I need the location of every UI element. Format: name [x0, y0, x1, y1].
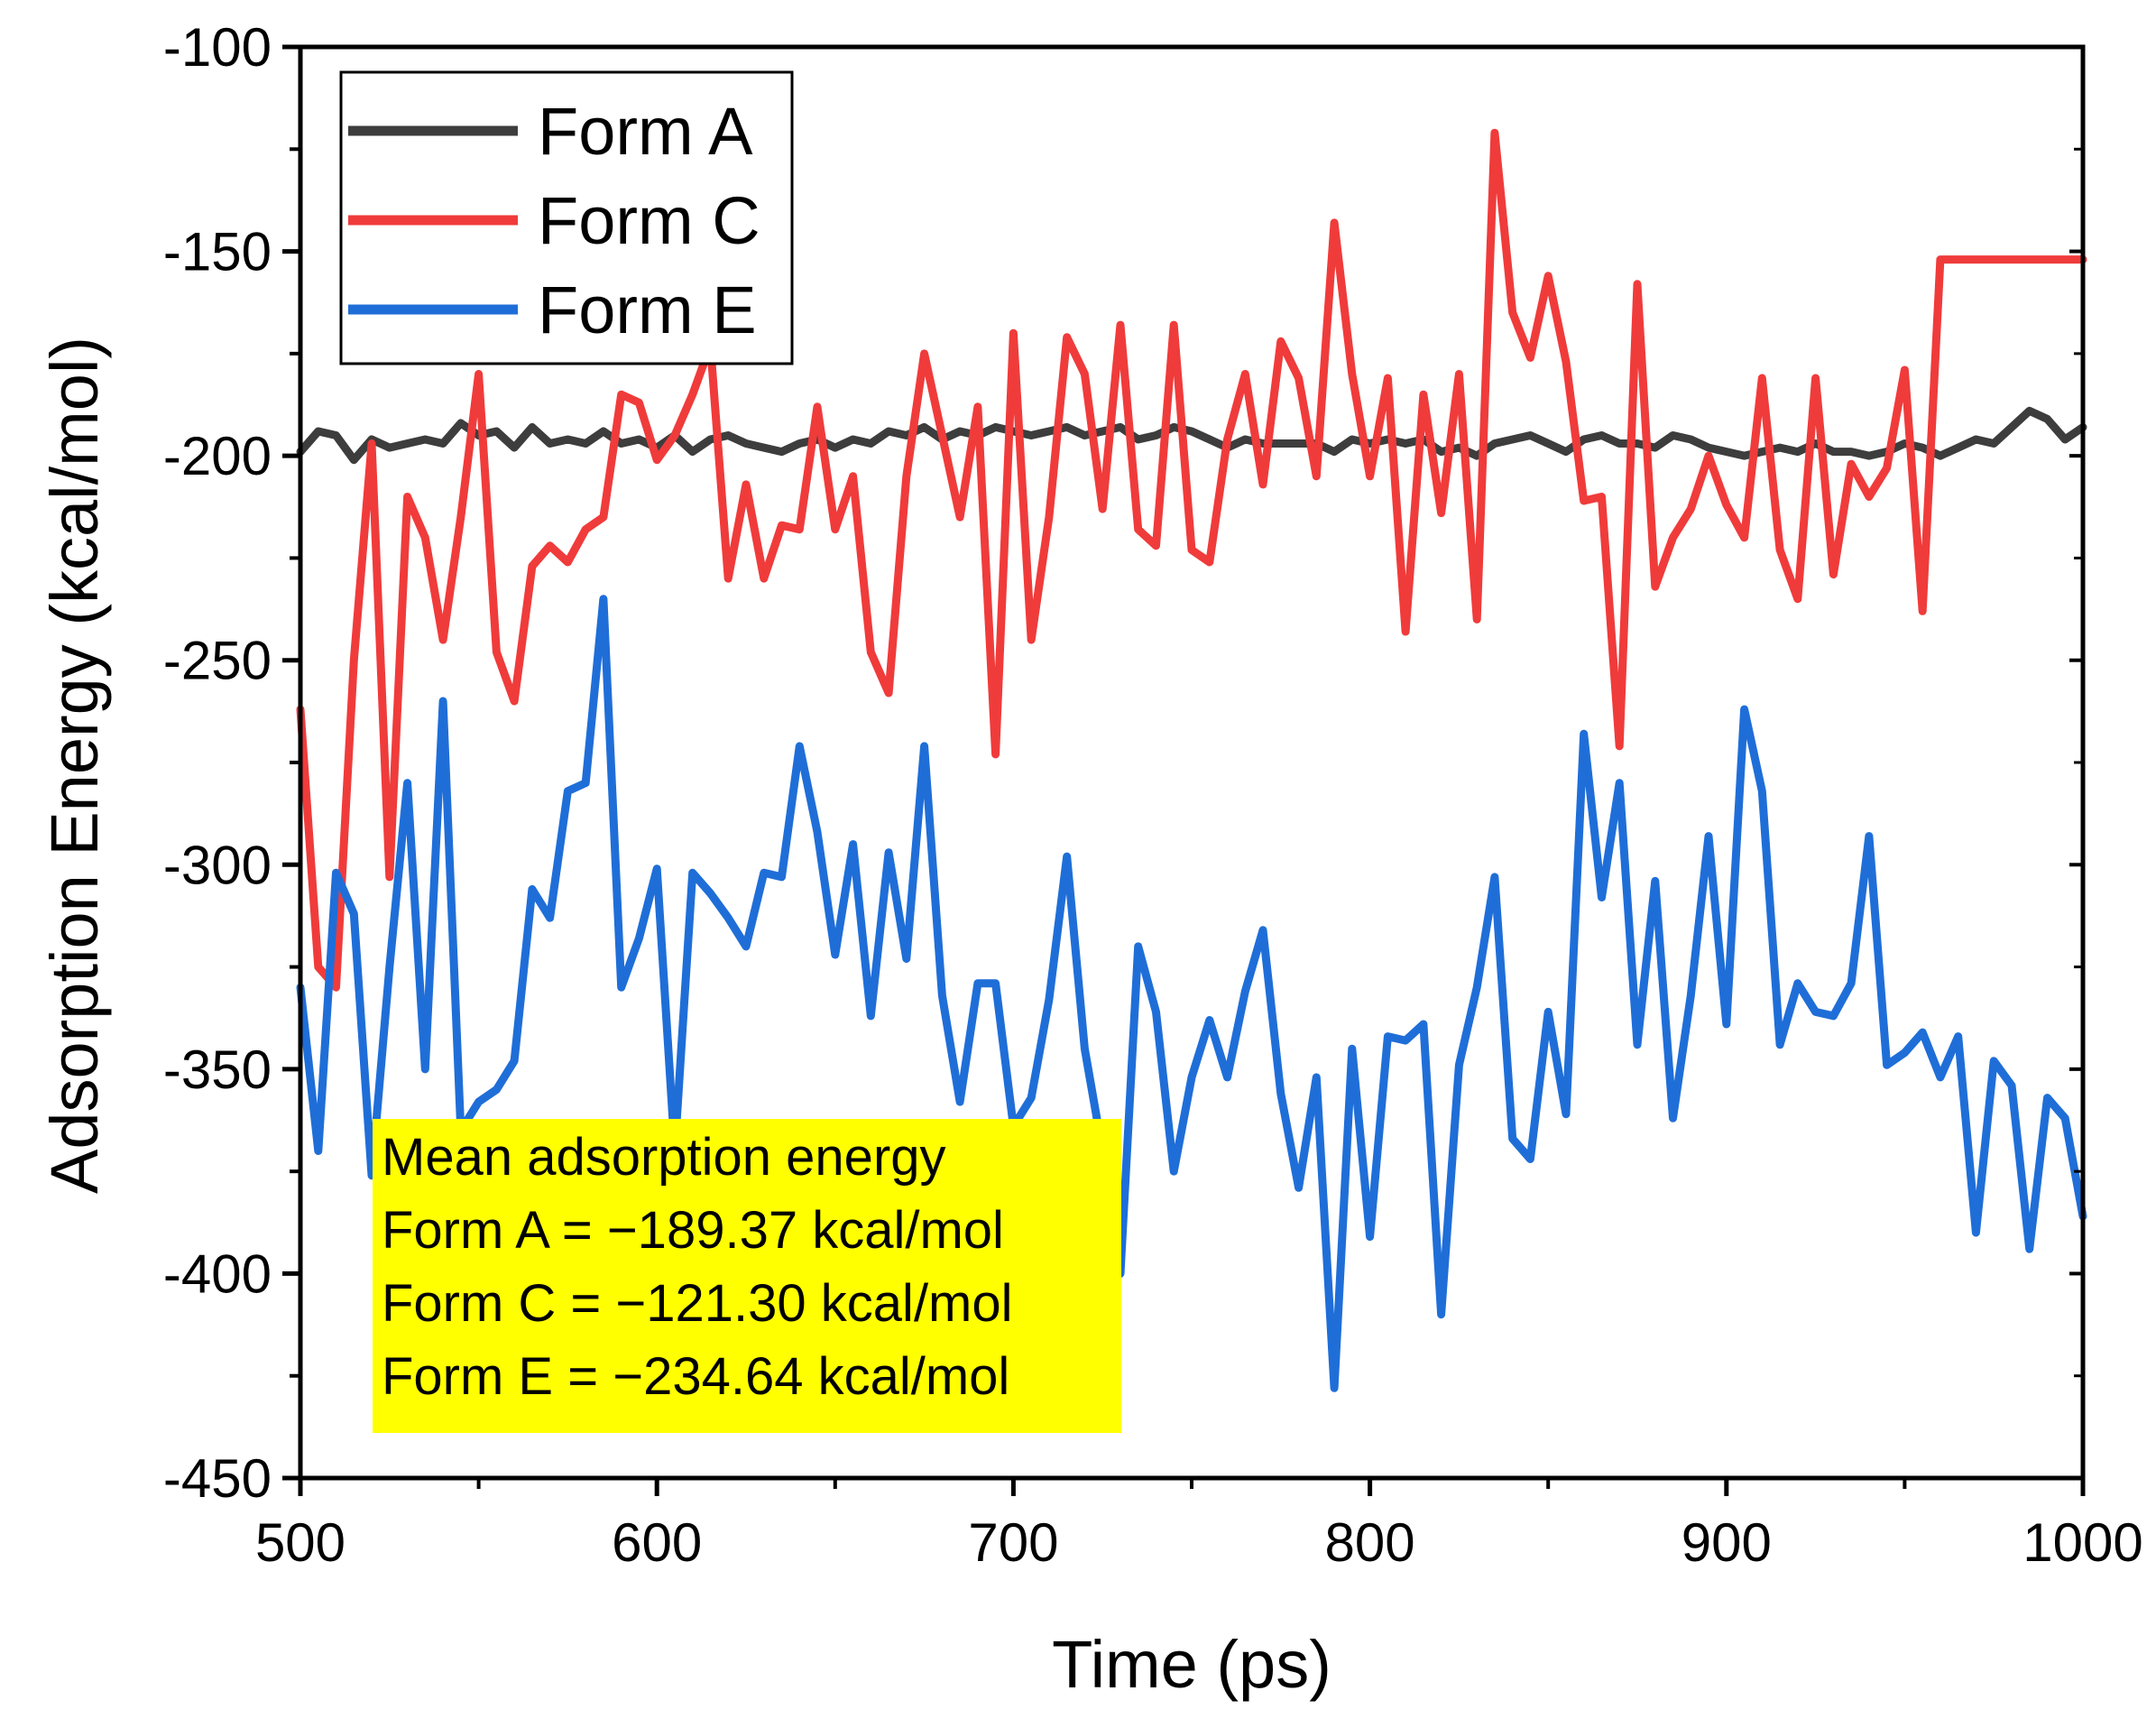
y-tick-label: -400	[163, 1243, 272, 1304]
x-tick-label: 500	[255, 1512, 346, 1573]
x-tick-label: 800	[1325, 1512, 1415, 1573]
legend-label-form-c: Form C	[538, 183, 760, 258]
x-tick-label: 600	[612, 1512, 702, 1573]
annotation-line: Form A = −189.37 kcal/mol	[382, 1201, 1004, 1260]
annotation-line: Form E = −234.64 kcal/mol	[382, 1347, 1009, 1406]
series-layer	[296, 128, 2087, 1392]
annotation-box	[373, 1119, 1121, 1433]
x-tick-label: 900	[1681, 1512, 1772, 1573]
y-tick-label: -450	[163, 1448, 272, 1509]
y-tick-label: -100	[163, 17, 272, 78]
legend: Form A Form C Form E	[339, 70, 794, 365]
x-axis-title: Time (ps)	[1052, 1627, 1331, 1702]
y-axis-title: Adsorption Energy (kcal/mol)	[37, 337, 112, 1194]
x-tick-label: 1000	[2022, 1512, 2142, 1573]
x-tick-label: 700	[968, 1512, 1058, 1573]
series-line-form-e	[296, 595, 2087, 1392]
y-tick-label: -200	[163, 426, 272, 486]
series-line-form-a	[296, 406, 2087, 465]
y-tick-label: -250	[163, 631, 272, 691]
y-tick-label: -150	[163, 222, 272, 282]
annotation-line: Form C = −121.30 kcal/mol	[382, 1274, 1013, 1333]
y-tick-label: -350	[163, 1040, 272, 1100]
legend-label-form-a: Form A	[538, 94, 753, 169]
series-line-form-c	[296, 128, 2087, 992]
mean-energy-annotation: Mean adsorption energy Form A = −189.37 k…	[373, 1119, 1121, 1433]
y-tick-label: -300	[163, 835, 272, 895]
legend-label-form-e: Form E	[538, 273, 757, 347]
annotation-line: Mean adsorption energy	[382, 1128, 946, 1187]
